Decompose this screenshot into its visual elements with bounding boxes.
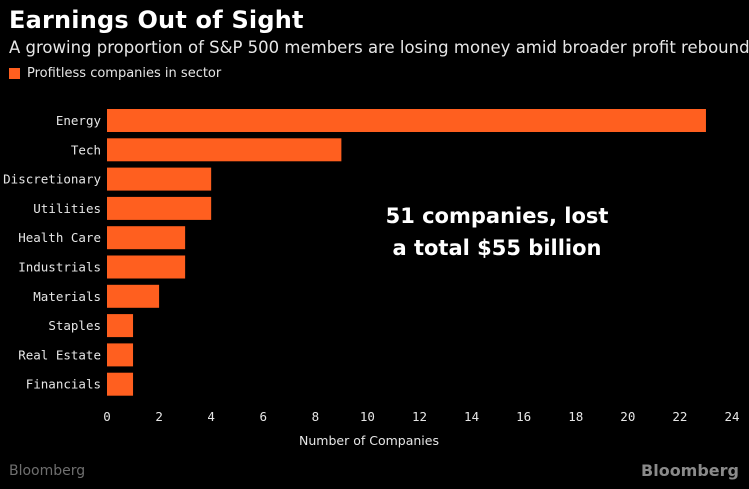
- x-axis-label: Number of Companies: [299, 433, 439, 448]
- bar: [107, 109, 706, 132]
- bar: [107, 167, 212, 191]
- bar: [107, 372, 134, 396]
- annotation-line-1: 51 companies, lost: [385, 204, 609, 228]
- x-tick-label: 0: [103, 409, 111, 424]
- bar: [107, 343, 134, 367]
- legend-swatch: [9, 68, 20, 79]
- x-tick-label: 20: [620, 409, 635, 424]
- x-tick-label: 18: [568, 409, 583, 424]
- bloomberg-logo: Bloomberg: [641, 461, 739, 480]
- annotation-line-2: a total $55 billion: [392, 236, 602, 260]
- category-label: Staples: [48, 318, 101, 333]
- x-tick-label: 10: [360, 409, 375, 424]
- x-tick-label: 16: [516, 409, 531, 424]
- x-tick-label: 2: [155, 409, 163, 424]
- category-label: Financials: [26, 377, 101, 392]
- category-label: Real Estate: [18, 347, 101, 362]
- bar: [107, 255, 186, 279]
- x-tick-label: 12: [412, 409, 427, 424]
- source-credit: Bloomberg: [9, 463, 86, 479]
- bar: [107, 314, 134, 338]
- bar: [107, 284, 160, 308]
- x-tick-label: 8: [312, 409, 320, 424]
- chart-annotation: 51 companies, lost a total $55 billion: [372, 200, 622, 264]
- x-tick-label: 24: [724, 409, 739, 424]
- legend: Profitless companies in sector: [9, 66, 221, 81]
- x-tick-label: 6: [259, 409, 267, 424]
- x-tick-label: 22: [672, 409, 687, 424]
- bar: [107, 226, 186, 250]
- category-label: Utilities: [33, 201, 101, 216]
- x-tick-label: 14: [464, 409, 479, 424]
- chart-subtitle: A growing proportion of S&P 500 members …: [9, 38, 749, 57]
- bar: [107, 196, 212, 220]
- bar: [107, 138, 342, 162]
- category-label: Materials: [33, 289, 101, 304]
- category-label: Health Care: [18, 230, 101, 245]
- category-label: Tech: [71, 142, 101, 157]
- x-tick-label: 4: [207, 409, 215, 424]
- legend-label: Profitless companies in sector: [27, 66, 222, 81]
- chart-title: Earnings Out of Sight: [9, 6, 304, 34]
- category-label: Energy: [56, 113, 102, 128]
- category-label: Industrials: [18, 260, 101, 275]
- category-label: Discretionary: [3, 172, 101, 187]
